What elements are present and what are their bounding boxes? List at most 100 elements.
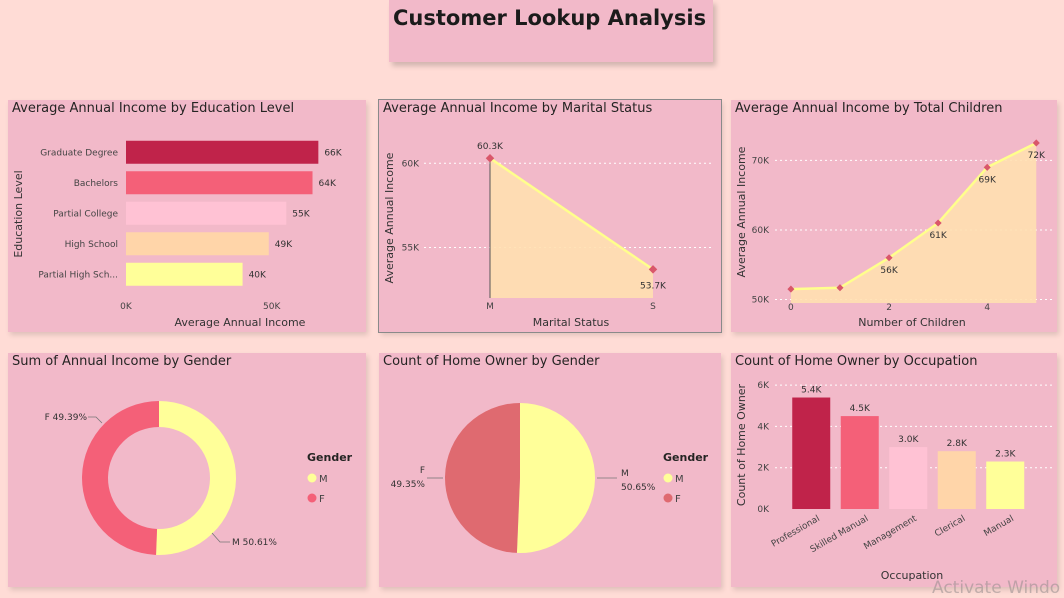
bar xyxy=(937,451,976,509)
x-tick-label: Clerical xyxy=(933,514,967,539)
series-line xyxy=(790,141,1037,291)
data-label: 2.8K xyxy=(947,439,968,449)
data-label: 49.35% xyxy=(391,480,426,490)
category-label: Partial High Sch... xyxy=(38,270,118,280)
legend-item: M xyxy=(675,474,684,485)
legend-item: M xyxy=(319,474,328,485)
x-axis-title: Average Annual Income xyxy=(175,316,306,329)
panel-income-by-gender[interactable]: Sum of Annual Income by Gender M 50.61% F… xyxy=(8,353,366,587)
bar xyxy=(840,416,879,509)
y-axis-title: Average Annual Income xyxy=(383,152,396,283)
pie-slice xyxy=(156,401,236,555)
report-title-box: Customer Lookup Analysis xyxy=(389,0,713,62)
x-tick-label: M xyxy=(486,302,494,312)
panel-home-owner-by-occupation[interactable]: Count of Home Owner by Occupation 0K 2K 4K… xyxy=(731,353,1057,587)
pie-slice xyxy=(445,403,520,553)
report-title: Customer Lookup Analysis xyxy=(393,6,707,30)
x-tick-label: 0K xyxy=(120,302,133,312)
x-tick-label: Management xyxy=(862,514,919,553)
legend-title: Gender xyxy=(307,451,353,464)
data-label: 40K xyxy=(249,270,267,280)
data-label: 49K xyxy=(275,240,293,250)
x-axis-title: Number of Children xyxy=(858,316,966,329)
legend-item: F xyxy=(675,494,681,505)
panel-income-by-education[interactable]: Average Annual Income by Education Level… xyxy=(8,100,366,332)
y-tick-label: 60K xyxy=(402,159,420,169)
data-label: 64K xyxy=(319,179,337,189)
data-label: 69K xyxy=(979,175,997,185)
bar xyxy=(986,461,1025,509)
area-fill xyxy=(490,158,653,298)
category-label: Partial College xyxy=(53,209,118,219)
chart-title-children: Average Annual Income by Total Children xyxy=(735,101,1003,116)
y-tick-label: 70K xyxy=(752,156,770,166)
y-tick-label: 4K xyxy=(757,422,770,432)
data-label: 3.0K xyxy=(898,435,919,445)
series-line xyxy=(489,157,654,271)
data-label: 50.65% xyxy=(621,483,656,493)
chart-title-income-gender: Sum of Annual Income by Gender xyxy=(12,354,232,369)
x-axis-title: Occupation xyxy=(881,569,944,582)
legend-marker xyxy=(307,473,317,483)
bar xyxy=(126,201,287,225)
chart-income-by-gender[interactable]: M 50.61% F 49.39% Gender MF xyxy=(8,353,366,587)
data-label: 66K xyxy=(324,148,342,158)
category-label: High School xyxy=(65,240,118,250)
y-axis-title: Count of Home Owner xyxy=(735,383,748,506)
data-point xyxy=(1032,139,1040,147)
category-label: Graduate Degree xyxy=(40,148,118,158)
chart-income-by-education[interactable]: Graduate Degree 66K Bachelors 64K Partial Co… xyxy=(8,100,366,332)
activate-windows-watermark: Activate Windo xyxy=(932,578,1061,598)
data-label: F xyxy=(420,466,425,476)
data-label: M xyxy=(621,469,629,479)
data-label: M 50.61% xyxy=(232,538,277,548)
chart-title-marital: Average Annual Income by Marital Status xyxy=(383,101,653,116)
legend-title: Gender xyxy=(663,451,709,464)
y-tick-label: 50K xyxy=(752,296,770,306)
data-label: 2.3K xyxy=(995,450,1016,460)
data-label: 4.5K xyxy=(850,404,871,414)
bar xyxy=(126,140,319,164)
panel-home-owner-by-gender[interactable]: Count of Home Owner by Gender M 50.65% F 49… xyxy=(379,353,721,587)
chart-title-occupation: Count of Home Owner by Occupation xyxy=(735,354,978,369)
area-fill xyxy=(790,142,1037,303)
data-label: 55K xyxy=(292,209,310,219)
x-tick-label: 2 xyxy=(886,303,892,313)
bar xyxy=(126,171,313,195)
chart-income-by-children[interactable]: 50K 60K 70K 56K 61K 69K 72K 0 2 4 Number of Childr… xyxy=(731,100,1057,332)
bar xyxy=(889,447,928,509)
chart-title-education: Average Annual Income by Education Level xyxy=(12,101,295,116)
leader-line xyxy=(211,532,230,543)
x-tick-label: 4 xyxy=(984,303,990,313)
legend-item: F xyxy=(319,494,325,505)
y-axis-title: Education Level xyxy=(12,170,25,257)
data-label: 5.4K xyxy=(801,386,822,396)
y-tick-label: 0K xyxy=(757,505,770,515)
bar xyxy=(126,232,269,256)
data-label: 56K xyxy=(880,266,898,276)
y-axis-title: Average Annual Income xyxy=(735,146,748,277)
data-label: 72K xyxy=(1028,151,1046,161)
data-label: 61K xyxy=(929,231,947,241)
y-tick-label: 55K xyxy=(402,243,420,253)
leader-line xyxy=(88,416,103,424)
x-tick-label: 50K xyxy=(263,302,281,312)
chart-title-home-gender: Count of Home Owner by Gender xyxy=(383,354,600,369)
bar xyxy=(792,397,831,509)
data-label: 53.7K xyxy=(640,281,667,291)
legend-marker xyxy=(307,493,317,503)
panel-income-by-children[interactable]: Average Annual Income by Total Children … xyxy=(731,100,1057,332)
panel-income-by-marital-status[interactable]: Average Annual Income by Marital Status … xyxy=(378,99,722,333)
data-label: F 49.39% xyxy=(45,413,88,423)
bar xyxy=(126,262,243,286)
legend-marker xyxy=(663,493,673,503)
y-tick-label: 6K xyxy=(757,381,770,391)
pie-slice xyxy=(81,401,159,555)
x-tick-label: Manual xyxy=(982,514,1015,539)
legend-marker xyxy=(663,473,673,483)
data-label: 60.3K xyxy=(477,142,504,152)
data-point xyxy=(485,153,495,163)
